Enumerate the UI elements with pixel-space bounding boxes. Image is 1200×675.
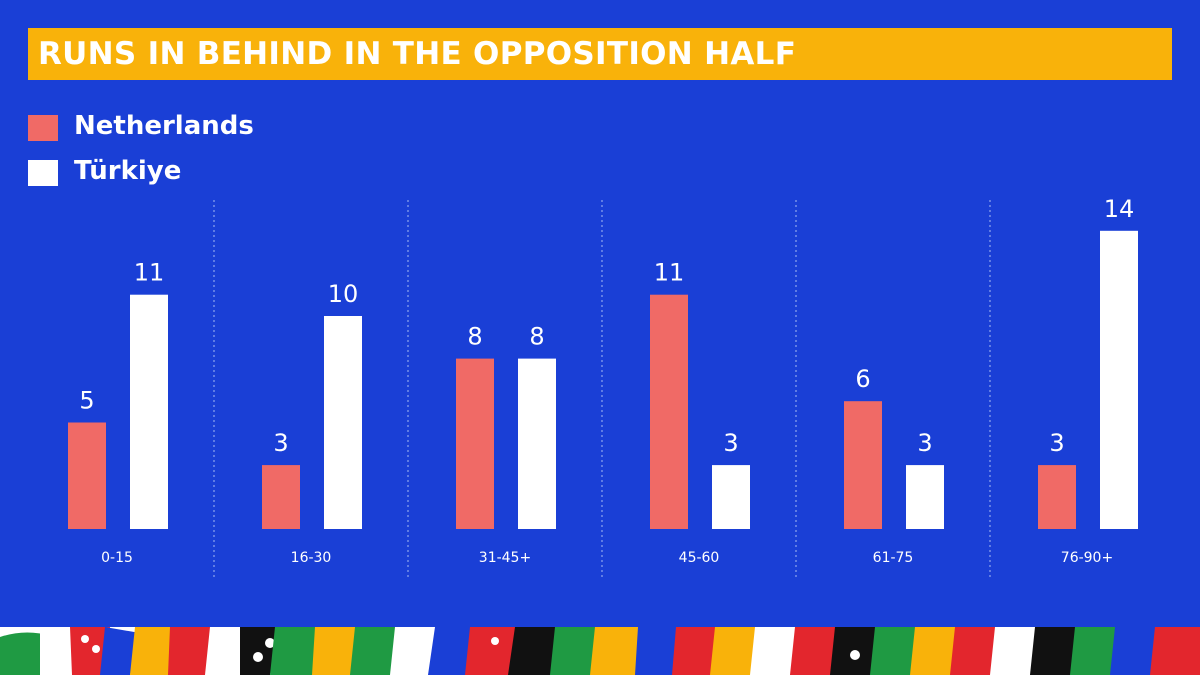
chart-title: RUNS IN BEHIND IN THE OPPOSITION HALF	[38, 36, 797, 72]
bar-netherlands-61-75	[844, 401, 882, 529]
legend-label-turkiye: Türkiye	[74, 156, 182, 186]
bar-netherlands-45-60	[650, 294, 688, 529]
data-label: 11	[134, 259, 165, 287]
data-label: 8	[467, 323, 482, 351]
x-tick-label: 0-15	[101, 550, 133, 566]
data-label: 6	[855, 365, 870, 393]
data-label: 3	[723, 429, 738, 457]
bar-turkiye-76-90+	[1100, 230, 1138, 530]
data-label: 8	[529, 323, 544, 351]
data-label: 5	[79, 387, 94, 415]
bar-turkiye-0-15	[130, 294, 168, 529]
bar-netherlands-31-45+	[456, 358, 494, 529]
legend-label-netherlands: Netherlands	[74, 111, 254, 141]
x-tick-label: 61-75	[873, 550, 914, 566]
data-label: 14	[1104, 195, 1135, 223]
bar-turkiye-45-60	[712, 465, 750, 529]
legend-swatch-netherlands	[28, 115, 58, 141]
data-label: 3	[1049, 429, 1064, 457]
x-tick-label: 76-90+	[1061, 550, 1113, 566]
bar-chart: 5 11 0-15 3 10 16-30 8 8 31-45+ 11 3 45-60 6 3 61-75 3 1…	[68, 195, 1138, 580]
data-label: 10	[328, 280, 359, 308]
title-bar: RUNS IN BEHIND IN THE OPPOSITION HALF	[28, 28, 1172, 80]
data-label: 11	[654, 259, 685, 287]
footer-decoration	[0, 627, 1200, 675]
data-label: 3	[917, 429, 932, 457]
x-tick-label: 31-45+	[479, 550, 531, 566]
x-tick-label: 16-30	[291, 550, 332, 566]
bar-turkiye-16-30	[324, 316, 362, 529]
legend-swatch-turkiye	[28, 160, 58, 186]
bar-turkiye-31-45+	[518, 358, 556, 529]
bar-netherlands-16-30	[262, 465, 300, 529]
x-tick-label: 45-60	[679, 550, 720, 566]
bar-netherlands-0-15	[68, 422, 106, 529]
bar-netherlands-76-90+	[1038, 465, 1076, 529]
bar-turkiye-61-75	[906, 465, 944, 529]
data-label: 3	[273, 429, 288, 457]
